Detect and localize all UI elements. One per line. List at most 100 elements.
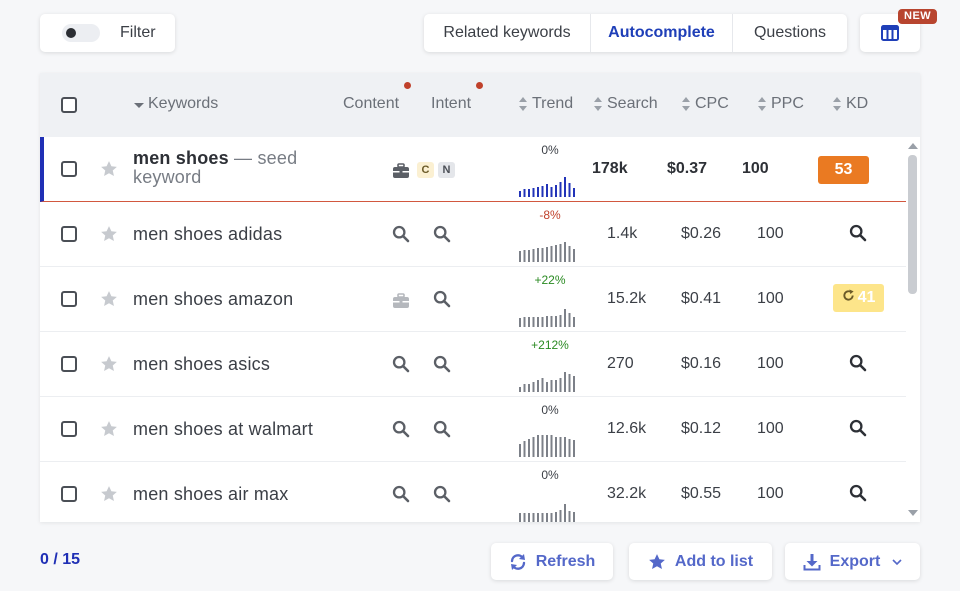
sparkline-bar [537,187,539,197]
table-row[interactable]: men shoes asics +212% 270 $0.16 100 [40,332,906,397]
table-row[interactable]: men shoes at walmart 0% 12.6k $0.12 100 [40,397,906,462]
cpc-value: $0.26 [681,225,722,242]
sparkline-bar [532,317,535,327]
intent-search-icon[interactable] [433,225,453,245]
kd-badge[interactable]: 53 [818,156,869,184]
sparkline-bar [550,435,553,457]
sparkline-bar [568,374,571,392]
sparkline-bar [546,247,548,262]
content-search-icon[interactable] [392,355,412,375]
download-icon [803,553,821,570]
scroll-down-arrow[interactable] [908,510,918,516]
kd-search-icon[interactable] [849,419,869,439]
sparkline-bar [519,387,521,392]
table-body: men shoes — seed keyword C N 0% 178k $0.37 100… [40,137,906,522]
trend-value: +22% [534,273,566,287]
kd-search-icon[interactable] [849,484,869,504]
sparkline-bar [555,437,557,457]
filter-toggle-switch[interactable] [62,24,100,42]
trend-sparkline [519,242,575,262]
table-row[interactable]: men shoes adidas -8% 1.4k $0.26 100 [40,202,906,267]
keyword-cell[interactable]: men shoes — seed keyword [133,149,323,187]
content-search-icon[interactable] [392,485,412,505]
keyword-cell[interactable]: men shoes asics [133,354,270,375]
kd-value: 53 [834,161,853,178]
export-button[interactable]: Export [785,543,920,580]
header-ppc[interactable]: PPC [757,95,804,113]
sparkline-bar [528,384,530,392]
header-trend[interactable]: Trend [518,95,573,113]
sparkline-bar [550,246,553,262]
sparkline-bar [528,317,530,327]
kd-search-icon[interactable] [849,224,869,244]
favorite-star-icon[interactable] [100,355,118,373]
intent-search-icon[interactable] [433,420,453,440]
sparkline-bar [519,251,521,262]
add-to-list-button[interactable]: Add to list [629,543,772,580]
header-content[interactable]: Content [343,95,400,112]
favorite-star-icon[interactable] [100,160,118,178]
keyword-cell[interactable]: men shoes air max [133,484,288,505]
ppc-value: 100 [757,225,784,242]
header-cpc[interactable]: CPC [681,95,729,113]
favorite-star-icon[interactable] [100,290,118,308]
trend-sparkline [519,435,575,457]
refresh-icon [842,289,855,307]
content-search-icon[interactable] [392,420,412,440]
tab-related-keywords[interactable]: Related keywords [424,14,591,52]
chevron-down-icon [892,558,902,565]
row-checkbox[interactable] [61,226,77,242]
header-keywords[interactable]: Keywords [134,95,218,113]
kd-badge[interactable]: 41 [833,284,884,312]
sparkline-bar [537,380,539,392]
keyword-cell[interactable]: men shoes amazon [133,289,293,310]
cpc-value: $0.12 [681,420,722,437]
search-value: 178k [592,160,628,177]
sparkline-bar [564,177,566,197]
search-value: 32.2k [607,485,647,502]
sparkline-bar [541,513,544,522]
scroll-thumb[interactable] [908,155,917,294]
content-search-icon[interactable] [392,225,412,245]
sparkline-bar [573,317,575,327]
trend-value: -8% [539,208,561,222]
favorite-star-icon[interactable] [100,420,118,438]
sparkline-bar [532,513,535,522]
tab-questions[interactable]: Questions [753,24,827,41]
select-all-checkbox[interactable] [61,97,77,113]
sparkline-bar [546,184,548,197]
row-checkbox[interactable] [61,486,77,502]
kd-value: 41 [857,289,876,306]
intent-search-icon[interactable] [433,355,453,375]
sort-icon [832,97,842,111]
row-checkbox[interactable] [61,291,77,307]
tab-autocomplete[interactable]: Autocomplete [591,14,733,52]
keyword-cell[interactable]: men shoes adidas [133,224,282,245]
trend-sparkline [519,309,575,327]
selection-counter: 0 / 15 [40,551,80,569]
row-checkbox[interactable] [61,421,77,437]
table-row[interactable]: men shoes amazon +22% 15.2k $0.41 100 41 [40,267,906,332]
scroll-up-arrow[interactable] [908,143,918,149]
filter-toggle-button[interactable]: Filter [40,14,175,52]
sparkline-bar [541,248,544,262]
table-scrollbar[interactable] [906,137,920,522]
cpc-value: $0.55 [681,485,722,502]
intent-search-icon[interactable] [433,485,453,505]
keyword-cell[interactable]: men shoes at walmart [133,419,313,440]
header-kd[interactable]: KD [832,95,868,113]
refresh-button[interactable]: Refresh [491,543,613,580]
kd-search-icon[interactable] [849,354,869,374]
favorite-star-icon[interactable] [100,225,118,243]
table-row[interactable]: men shoes air max 0% 32.2k $0.55 100 [40,462,906,522]
intent-search-icon[interactable] [433,290,453,310]
sparkline-bar [555,245,557,262]
favorite-star-icon[interactable] [100,485,118,503]
header-intent[interactable]: Intent [431,95,472,112]
refresh-label: Refresh [535,552,596,570]
table-row-seed[interactable]: men shoes — seed keyword C N 0% 178k $0.37 100… [40,137,906,202]
sparkline-bar [555,380,557,392]
row-checkbox[interactable] [61,356,77,372]
header-search[interactable]: Search [593,95,658,113]
row-checkbox[interactable] [61,161,77,177]
